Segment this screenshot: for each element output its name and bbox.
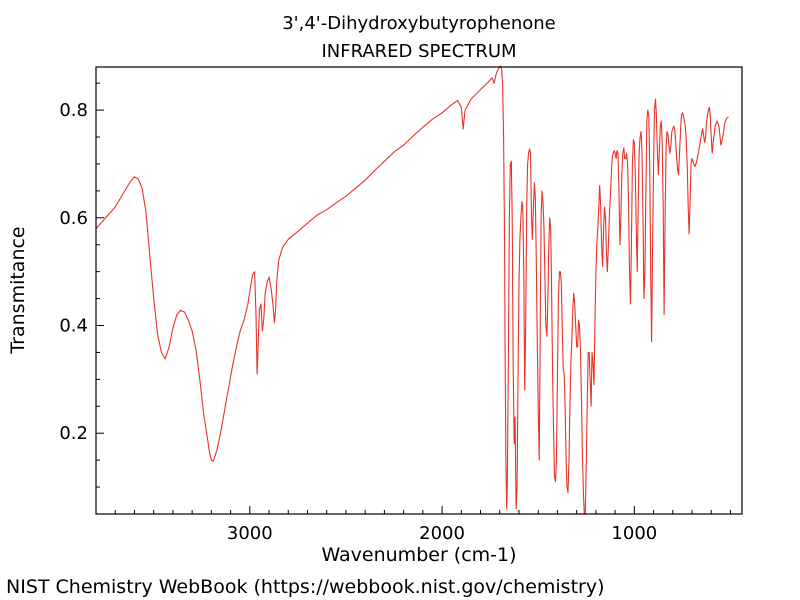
- x-tick-label: 1000: [611, 523, 657, 544]
- axis-ticks: [95, 82, 731, 514]
- y-tick-label: 0.6: [59, 208, 88, 229]
- y-axis-label: Transmitance: [7, 226, 29, 354]
- chart-title: 3',4'-Dihydroxybutyrophenone: [282, 13, 556, 34]
- tick-labels: 3000 2000 1000 0.2 0.4 0.6 0.8: [59, 100, 657, 544]
- ir-spectrum-chart: 3',4'-Dihydroxybutyrophenone INFRARED SP…: [7, 13, 743, 566]
- source-footer: NIST Chemistry WebBook (https://webbook.…: [6, 576, 605, 598]
- x-tick-label: 3000: [227, 523, 273, 544]
- x-tick-label: 2000: [419, 523, 465, 544]
- x-axis-label: Wavenumber (cm-1): [321, 544, 516, 566]
- y-tick-label: 0.4: [59, 316, 88, 337]
- chart-subtitle: INFRARED SPECTRUM: [321, 41, 516, 62]
- plot-frame: [95, 66, 743, 515]
- spectrum-line: [95, 65, 729, 515]
- y-tick-label: 0.2: [59, 423, 88, 444]
- y-tick-label: 0.8: [59, 100, 88, 121]
